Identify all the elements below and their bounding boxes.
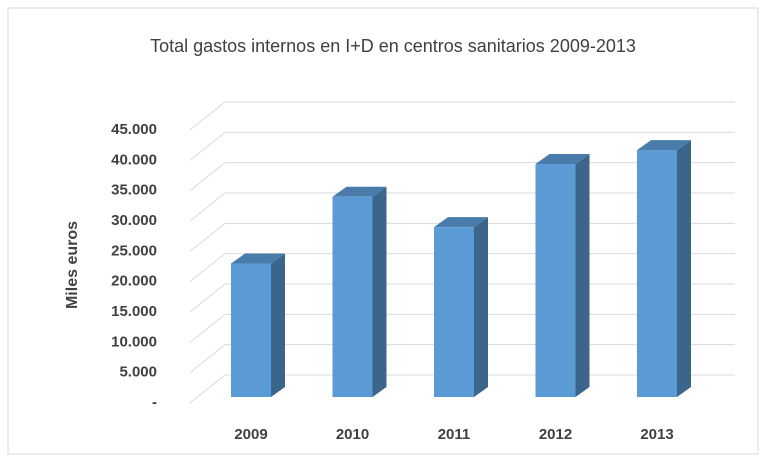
bar-top bbox=[231, 253, 285, 264]
x-tick-label: 2009 bbox=[234, 426, 267, 443]
y-tick-label: 25.000 bbox=[111, 242, 157, 259]
bar-side bbox=[372, 186, 387, 397]
bar bbox=[535, 164, 576, 397]
bar bbox=[434, 227, 474, 397]
y-tick-label: - bbox=[152, 394, 157, 411]
y-tick-label: 30.000 bbox=[111, 212, 157, 229]
y-tick-label: 45.000 bbox=[111, 121, 157, 138]
grid-line bbox=[189, 131, 735, 161]
bar bbox=[231, 263, 271, 397]
bar-side bbox=[271, 253, 285, 397]
bar-side bbox=[474, 217, 488, 397]
bar-side bbox=[575, 154, 590, 397]
bar bbox=[637, 150, 677, 397]
chart-title: Total gastos internos en I+D en centros … bbox=[150, 36, 636, 56]
y-tick-label: 20.000 bbox=[111, 273, 157, 290]
bar-top bbox=[332, 186, 387, 197]
grid-line bbox=[189, 101, 735, 131]
y-tick-label: 10.000 bbox=[111, 333, 157, 350]
x-tick-label: 2010 bbox=[336, 426, 369, 443]
bar bbox=[332, 196, 373, 397]
y-tick-label: 15.000 bbox=[111, 303, 157, 320]
y-tick-label: 40.000 bbox=[111, 151, 157, 168]
x-tick-label: 2013 bbox=[640, 426, 673, 443]
y-tick-label: 35.000 bbox=[111, 182, 157, 199]
bar-top bbox=[637, 140, 691, 151]
bar-top bbox=[535, 154, 590, 165]
bar-top bbox=[434, 217, 488, 228]
x-tick-label: 2012 bbox=[539, 426, 572, 443]
y-axis-label: Miles euros bbox=[64, 221, 81, 309]
bar-side bbox=[677, 140, 691, 397]
x-tick-label: 2011 bbox=[438, 426, 471, 443]
y-tick-label: 5.000 bbox=[119, 364, 157, 381]
